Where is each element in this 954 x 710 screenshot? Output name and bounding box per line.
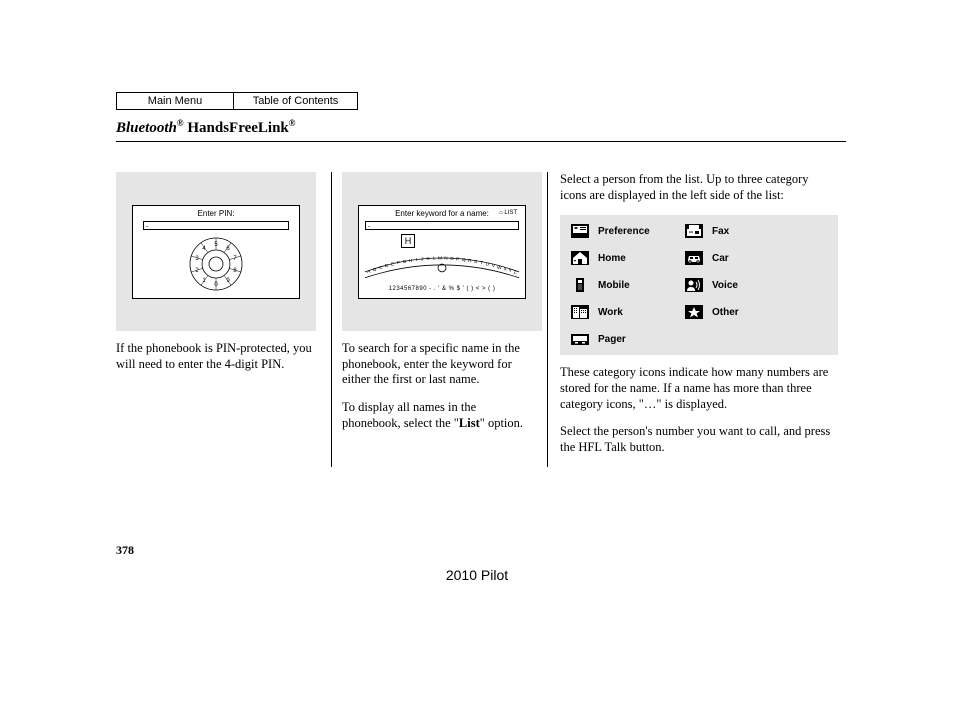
- svg-text:J: J: [421, 256, 424, 262]
- svg-text:N: N: [444, 255, 448, 261]
- footer-model: 2010 Pilot: [0, 567, 954, 583]
- reg-mark-2: ®: [289, 118, 296, 128]
- col3-intro: Select a person from the list. Up to thr…: [560, 172, 838, 203]
- title-hfl: HandsFreeLink: [184, 120, 289, 136]
- svg-text:I: I: [416, 257, 417, 263]
- pin-input-field: -: [143, 221, 289, 230]
- col3-para3: Select the person's number you want to c…: [560, 424, 838, 455]
- voice-icon: [684, 277, 704, 293]
- selected-letter-h: H: [401, 234, 415, 248]
- pin-dial: 5 6 7 8 9 0 1 2 3 4: [188, 236, 244, 292]
- keyword-screen-illustration: Enter keyword for a name: ⌂ LIST - H ABC…: [342, 172, 542, 331]
- pin-screen-inner: Enter PIN: - 5 6 7 8 9: [132, 205, 300, 299]
- svg-text:Y: Y: [509, 267, 513, 273]
- caption2-a: To display all names in the phonebook, s…: [342, 400, 476, 430]
- mobile-icon: [570, 277, 590, 293]
- pin-screen-illustration: Enter PIN: - 5 6 7 8 9: [116, 172, 316, 331]
- svg-text:2: 2: [195, 268, 199, 274]
- work-label: Work: [598, 307, 678, 318]
- icon-grid: Preference Fax Home Car: [570, 223, 832, 347]
- work-icon: [570, 304, 590, 320]
- svg-text:F: F: [397, 259, 400, 265]
- pager-label: Pager: [598, 334, 678, 345]
- car-icon: [684, 250, 704, 266]
- page-number: 378: [116, 543, 134, 558]
- pin-screen-header: Enter PIN:: [133, 206, 299, 218]
- section-title: Bluetooth® HandsFreeLink®: [116, 118, 846, 142]
- main-menu-button[interactable]: Main Menu: [116, 92, 234, 110]
- svg-text:O: O: [450, 256, 454, 262]
- mobile-label: Mobile: [598, 280, 678, 291]
- svg-text:Q: Q: [462, 257, 466, 263]
- svg-text:U: U: [486, 261, 490, 267]
- keyword-input-field: -: [365, 221, 519, 230]
- col3-para2: These category icons indicate how many n…: [560, 365, 838, 412]
- home-icon: [570, 250, 590, 266]
- svg-text:L: L: [433, 255, 436, 261]
- svg-text:S: S: [474, 258, 478, 264]
- svg-text:0: 0: [214, 282, 218, 288]
- fax-label: Fax: [712, 226, 772, 237]
- other-icon: [684, 304, 704, 320]
- toc-button[interactable]: Table of Contents: [234, 92, 358, 110]
- reg-mark-1: ®: [177, 118, 184, 128]
- svg-text:H: H: [409, 257, 413, 263]
- keyword-screen-inner: Enter keyword for a name: ⌂ LIST - H ABC…: [358, 205, 526, 299]
- svg-text:C: C: [379, 264, 383, 270]
- svg-text:5: 5: [214, 242, 218, 248]
- title-bluetooth: Bluetooth: [116, 120, 177, 136]
- list-option-label: ⌂ LIST: [499, 210, 517, 216]
- svg-text:V: V: [492, 262, 496, 268]
- car-label: Car: [712, 253, 772, 264]
- svg-text:P: P: [456, 256, 460, 262]
- letter-arc: ABC DEF GHI JKL MNO PQR STU VWX YZ: [359, 238, 525, 284]
- svg-text:8: 8: [233, 268, 237, 274]
- voice-label: Voice: [712, 280, 772, 291]
- svg-text:G: G: [403, 258, 407, 264]
- nav-button-row: Main Menu Table of Contents: [116, 92, 846, 110]
- preference-icon: [570, 223, 590, 239]
- svg-text:T: T: [480, 259, 483, 265]
- svg-text:K: K: [427, 256, 431, 262]
- svg-text:M: M: [438, 255, 442, 261]
- svg-text:3: 3: [195, 256, 199, 262]
- svg-text:R: R: [468, 257, 472, 263]
- svg-text:W: W: [497, 264, 502, 270]
- svg-text:4: 4: [202, 246, 206, 252]
- svg-text:D: D: [385, 262, 389, 268]
- manual-page: Main Menu Table of Contents Bluetooth® H…: [116, 92, 846, 467]
- icon-legend-box: Preference Fax Home Car: [560, 215, 838, 355]
- svg-text:X: X: [504, 266, 508, 272]
- home-label: Home: [598, 253, 678, 264]
- svg-text:Z: Z: [514, 269, 517, 275]
- pager-icon: [570, 331, 590, 347]
- svg-text:7: 7: [233, 256, 237, 262]
- column-3: Select a person from the list. Up to thr…: [548, 172, 838, 467]
- keyword-caption-2: To display all names in the phonebook, s…: [342, 400, 537, 431]
- svg-text:E: E: [391, 261, 395, 267]
- caption2-b: " option.: [480, 416, 523, 430]
- caption2-bold: List: [459, 416, 480, 430]
- preference-label: Preference: [598, 226, 678, 237]
- content-columns: Enter PIN: - 5 6 7 8 9: [116, 172, 846, 467]
- keyword-caption-1: To search for a specific name in the pho…: [342, 341, 537, 388]
- other-label: Other: [712, 307, 772, 318]
- number-symbol-row: 1234567890 - . ' & % $ ' ( ) < > ( ): [359, 286, 525, 292]
- fax-icon: [684, 223, 704, 239]
- column-2: Enter keyword for a name: ⌂ LIST - H ABC…: [332, 172, 548, 467]
- pin-caption: If the phonebook is PIN-protected, you w…: [116, 341, 321, 372]
- column-1: Enter PIN: - 5 6 7 8 9: [116, 172, 332, 467]
